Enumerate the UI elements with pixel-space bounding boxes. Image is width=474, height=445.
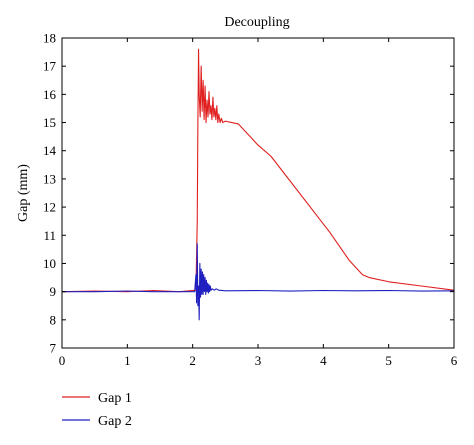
x-tick-label: 5 [385,353,392,368]
series-line-gap-1 [61,48,455,293]
series-line-gap-2 [62,243,455,321]
x-tick-label: 2 [189,353,196,368]
y-tick-label: 14 [43,143,57,158]
x-tick-label: 4 [320,353,327,368]
y-tick-label: 11 [43,228,56,243]
plot-frame [61,37,455,349]
y-axis-ticks: 7 8 9 10 11 12 13 14 15 16 17 18 [43,31,454,356]
y-tick-label: 16 [43,87,57,102]
x-tick-label: 1 [124,353,131,368]
y-tick-label: 8 [50,312,57,327]
y-tick-label: 13 [43,171,56,186]
y-tick-label: 12 [43,200,56,215]
y-tick-label: 7 [50,341,57,356]
x-tick-label: 0 [59,353,66,368]
y-tick-label: 17 [43,59,57,74]
y-tick-label: 10 [43,256,56,271]
x-tick-label: 6 [451,353,458,368]
legend-label-gap-2: Gap 2 [98,414,132,429]
y-axis-label: Gap (mm) [16,164,31,222]
chart-title: Decoupling [224,15,289,30]
legend-label-gap-1: Gap 1 [98,391,132,406]
x-tick-label: 3 [255,353,262,368]
y-tick-label: 9 [50,284,57,299]
y-tick-label: 18 [43,31,56,46]
series-layer [61,48,455,321]
y-tick-label: 15 [43,115,56,130]
legend: Gap 1 Gap 2 [62,391,132,429]
x-axis-ticks: 0 1 2 3 4 5 6 [59,38,458,368]
